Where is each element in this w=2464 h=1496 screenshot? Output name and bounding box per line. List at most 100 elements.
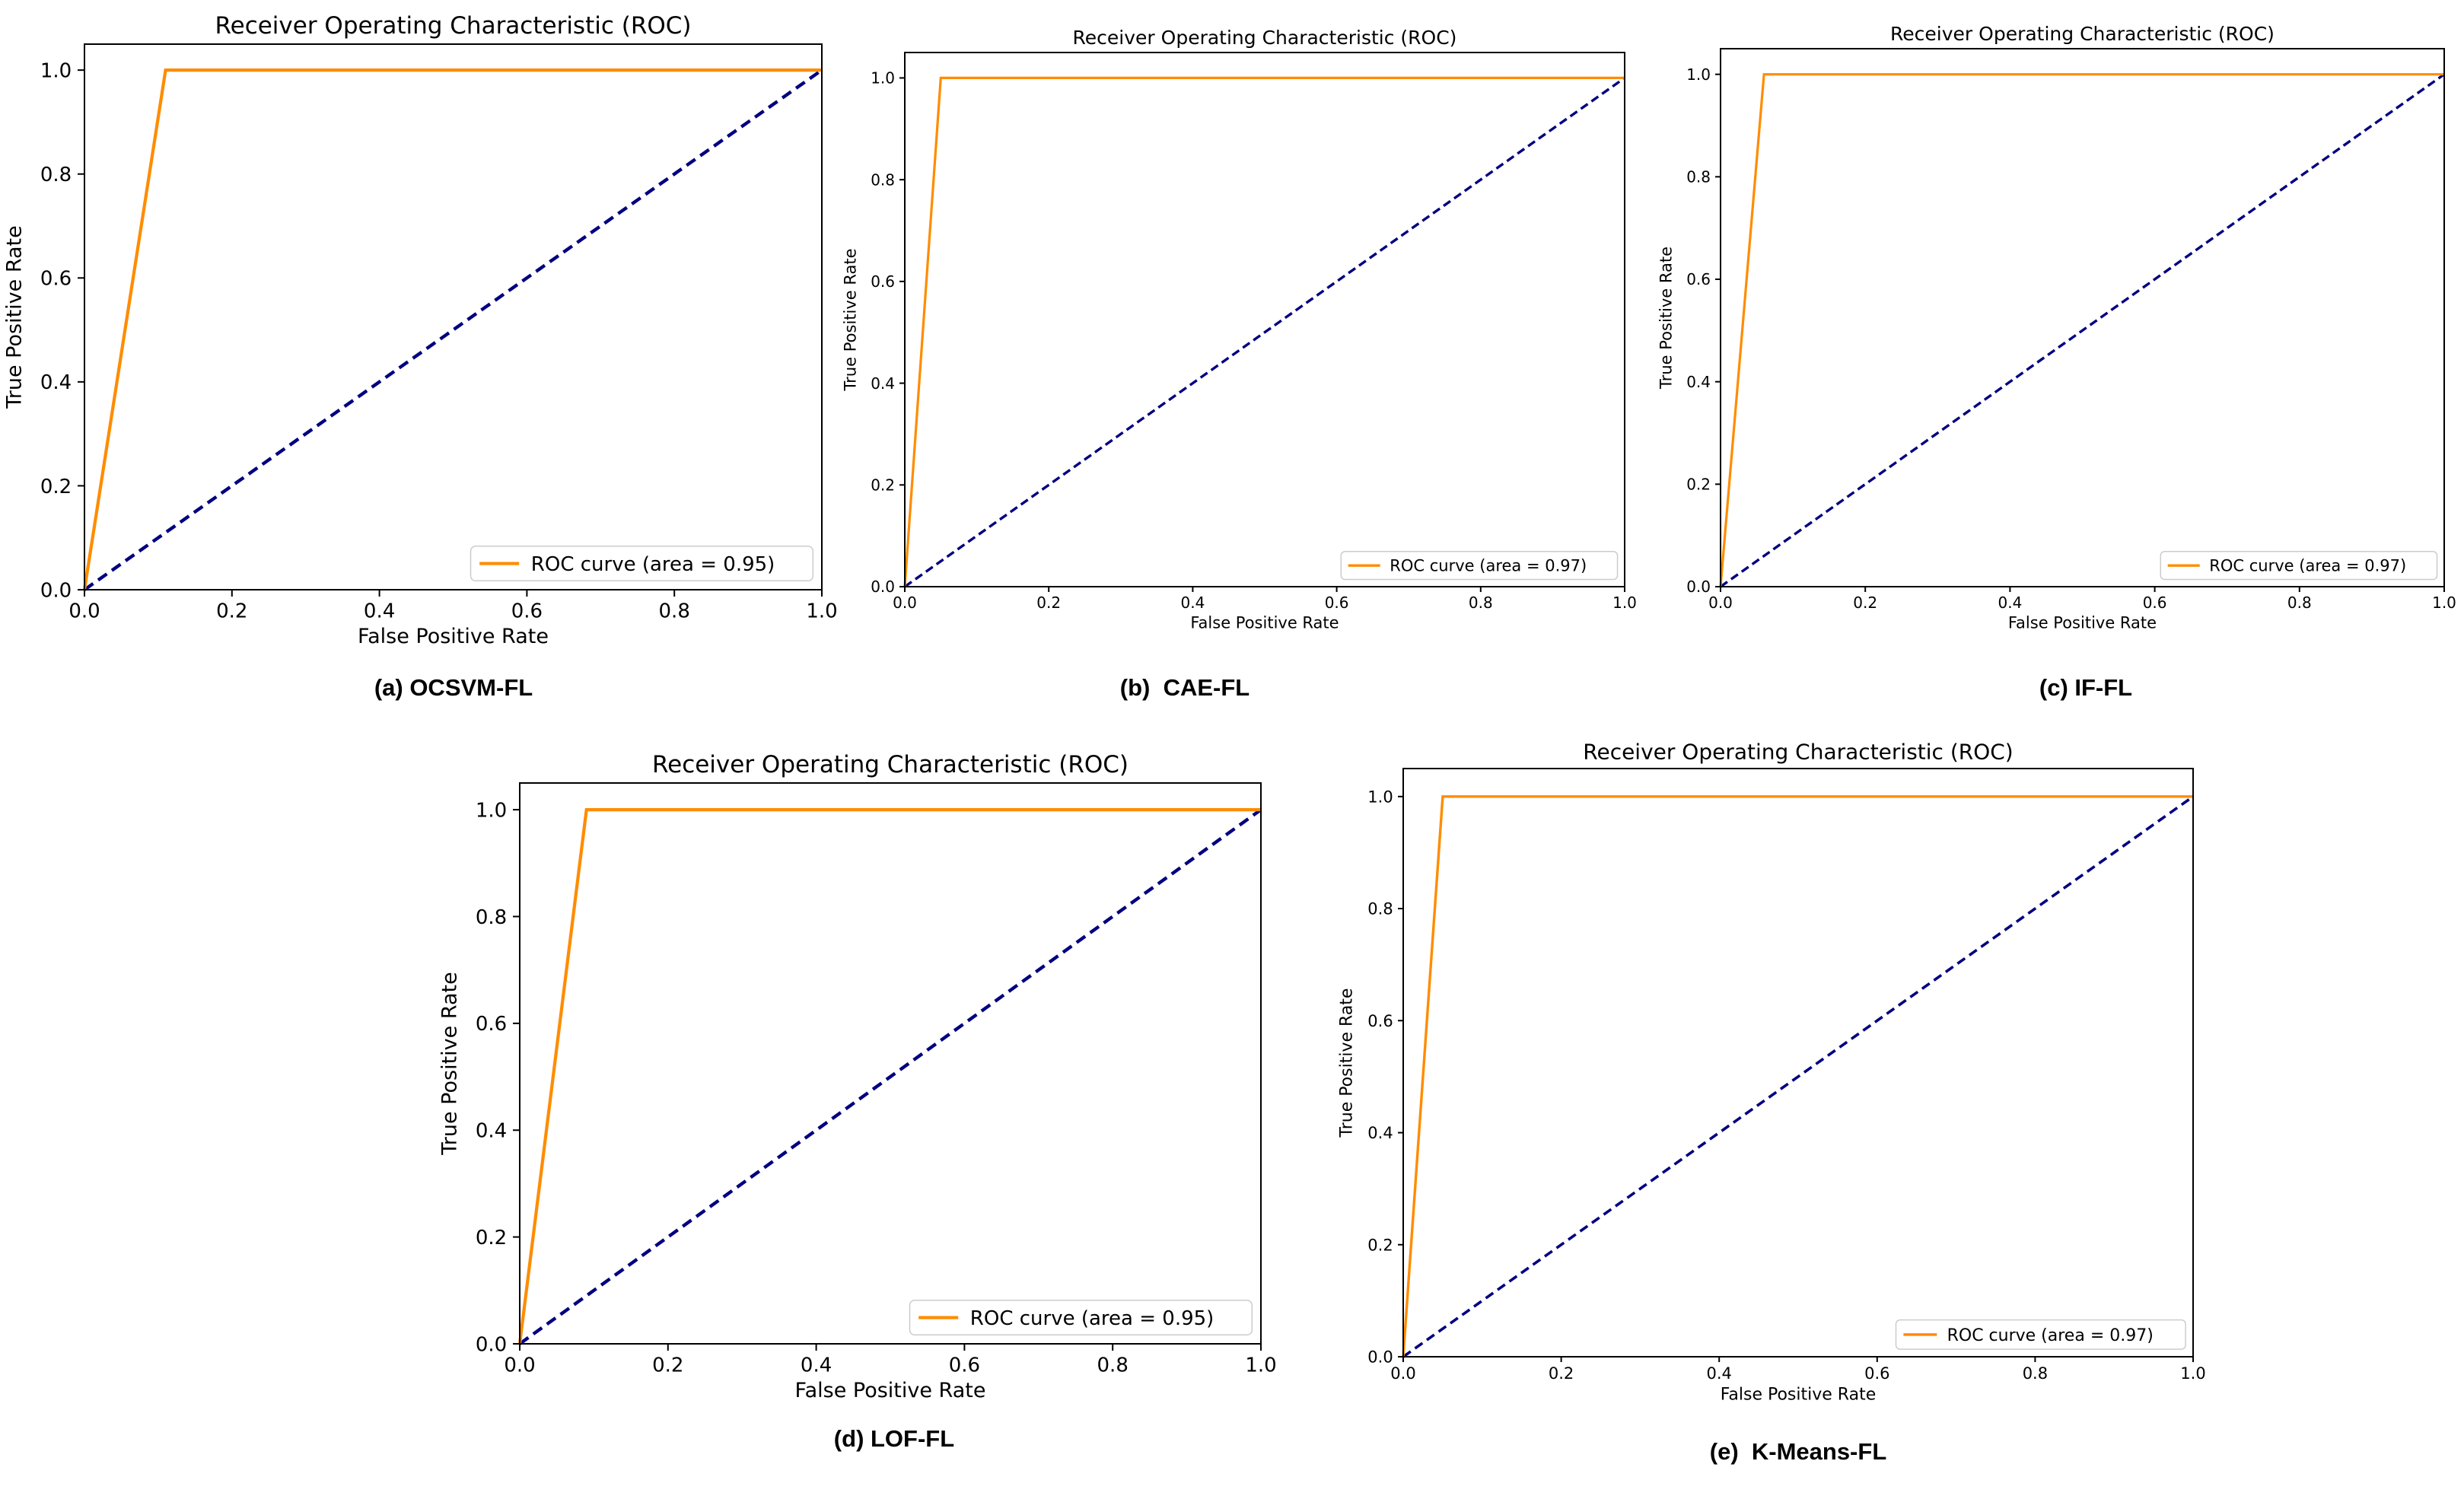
chart-title: Receiver Operating Characteristic (ROC) (1890, 23, 2275, 45)
y-axis-label: True Positive Rate (1338, 988, 1357, 1138)
x-tick-label: 0.0 (1390, 1364, 1415, 1383)
legend: ROC curve (area = 0.97) (2160, 551, 2438, 581)
y-tick-label: 0.0 (1367, 1348, 1393, 1367)
x-axis-label: False Positive Rate (358, 625, 549, 648)
x-tick-label: 0.4 (1180, 594, 1205, 612)
legend-label: ROC curve (area = 0.97) (1390, 557, 1587, 575)
x-axis-label: False Positive Rate (1190, 613, 1339, 632)
x-tick-label: 0.0 (68, 600, 100, 622)
x-axis-label: False Positive Rate (795, 1379, 986, 1402)
y-axis-label: True Positive Rate (2, 225, 26, 409)
y-tick-label: 0.6 (871, 272, 895, 291)
y-tick-label: 1.0 (40, 60, 72, 83)
x-tick-label: 0.2 (216, 600, 247, 622)
subfigure-caption: (d) LOF-FL (833, 1424, 955, 1452)
axes-frame (1720, 48, 2445, 587)
y-tick-label: 1.0 (476, 799, 507, 822)
chance-diagonal-line (1720, 73, 2445, 588)
y-tick-label: 0.0 (40, 579, 72, 602)
x-tick-label: 0.0 (1708, 594, 1733, 612)
x-tick-label: 0.8 (1469, 594, 1493, 612)
y-tick-label: 0.4 (871, 374, 895, 393)
roc-chart-4: 0.0 0.2 0.4 0.6 0.8 1.0 0.0 0.2 0.4 0.6 0.8 1.0 Rece… (438, 751, 1276, 1402)
y-tick-label: 0.8 (40, 164, 72, 186)
y-tick-label: 0.2 (40, 476, 72, 498)
roc-curve-line (903, 76, 1625, 587)
axes-frame (84, 43, 823, 590)
subfigure-caption: (a) OCSVM-FL (374, 673, 533, 701)
y-axis-label: True Positive Rate (841, 248, 859, 391)
x-tick-label: 0.4 (1998, 594, 2022, 612)
legend-label: ROC curve (area = 0.97) (1947, 1326, 2154, 1345)
y-tick-label: 0.2 (1686, 476, 1711, 494)
x-axis-label: False Positive Rate (1721, 1386, 1876, 1405)
x-tick-label: 1.0 (1612, 594, 1637, 612)
x-tick-label: 1.0 (806, 600, 837, 622)
y-tick-label: 0.4 (40, 371, 72, 394)
axes-frame (904, 52, 1625, 587)
x-tick-label: 0.8 (2023, 1364, 2048, 1383)
y-tick-label: 0.8 (476, 906, 507, 929)
legend-label: ROC curve (area = 0.95) (970, 1307, 1214, 1330)
x-tick-label: 0.8 (1097, 1354, 1129, 1377)
x-tick-label: 0.4 (1706, 1364, 1731, 1383)
y-tick-label: 0.2 (1367, 1236, 1393, 1254)
y-tick-label: 0.0 (476, 1333, 507, 1356)
x-tick-label: 0.2 (652, 1354, 683, 1377)
roc-chart-1: 0.0 0.2 0.4 0.6 0.8 1.0 0.0 0.2 0.4 0.6 0.8 1.0 Rece… (2, 12, 837, 648)
x-tick-label: 1.0 (2432, 594, 2456, 612)
x-axis-label: False Positive Rate (2008, 613, 2157, 632)
y-tick-label: 0.8 (871, 170, 895, 189)
x-tick-label: 0.6 (949, 1354, 980, 1377)
y-tick-label: 0.6 (1367, 1012, 1393, 1030)
roc-curve-line (1402, 795, 2193, 1358)
axes-frame (1402, 768, 2194, 1358)
y-axis-label: True Positive Rate (1657, 247, 1675, 390)
roc-curve-line (517, 807, 1261, 1345)
y-tick-label: 0.4 (476, 1120, 507, 1143)
subfigure-caption: (c) IF-FL (2039, 673, 2133, 701)
x-tick-label: 0.2 (1853, 594, 1877, 612)
chance-diagonal-line (518, 808, 1262, 1345)
x-tick-label: 0.4 (364, 600, 395, 622)
legend-frame (909, 1300, 1253, 1336)
subfigure-caption: (b) CAE-FL (1119, 673, 1250, 701)
x-tick-label: 0.8 (2287, 594, 2312, 612)
y-tick-label: 0.8 (1686, 168, 1711, 186)
chart-title: Receiver Operating Characteristic (ROC) (1073, 27, 1457, 49)
roc-curve-line (1719, 73, 2444, 587)
y-tick-label: 0.6 (476, 1013, 507, 1036)
x-tick-label: 0.8 (659, 600, 690, 622)
legend: ROC curve (area = 0.97) (1340, 551, 1619, 581)
chance-diagonal-line (1402, 795, 2195, 1358)
legend: ROC curve (area = 0.95) (909, 1300, 1253, 1336)
y-tick-label: 0.2 (871, 476, 895, 494)
legend-label: ROC curve (area = 0.97) (2209, 557, 2406, 575)
y-tick-label: 0.6 (1686, 270, 1711, 288)
legend-label: ROC curve (area = 0.95) (531, 553, 775, 576)
roc-chart-2: 0.0 0.2 0.4 0.6 0.8 1.0 0.0 0.2 0.4 0.6 0.8 1.0 Rece… (841, 27, 1637, 632)
chart-title: Receiver Operating Characteristic (ROC) (1583, 739, 2013, 764)
y-tick-label: 0.4 (1686, 373, 1711, 391)
y-tick-label: 1.0 (1367, 788, 1393, 806)
y-tick-label: 0.8 (1367, 900, 1393, 918)
x-tick-label: 0.0 (504, 1354, 535, 1377)
x-tick-label: 0.6 (1325, 594, 1349, 612)
x-tick-label: 1.0 (2180, 1364, 2205, 1383)
y-tick-label: 0.0 (871, 578, 895, 596)
roc-chart-3: 0.0 0.2 0.4 0.6 0.8 1.0 0.0 0.2 0.4 0.6 0.8 1.0 Rece… (1657, 23, 2456, 632)
x-tick-label: 0.0 (893, 594, 917, 612)
x-tick-label: 0.2 (1549, 1364, 1574, 1383)
y-tick-label: 1.0 (871, 69, 895, 88)
legend-frame (470, 546, 814, 582)
y-tick-label: 0.6 (40, 268, 72, 291)
y-axis-label: True Positive Rate (438, 972, 461, 1156)
chance-diagonal-line (904, 77, 1625, 588)
y-tick-label: 0.4 (1367, 1124, 1393, 1142)
roc-chart-5: 0.0 0.2 0.4 0.6 0.8 1.0 0.0 0.2 0.4 0.6 0.8 1.0 Rece… (1338, 739, 2206, 1404)
y-tick-label: 0.2 (476, 1227, 507, 1249)
x-tick-label: 0.6 (1864, 1364, 1889, 1383)
roc-curve-line (82, 68, 822, 590)
y-tick-label: 0.0 (1686, 578, 1711, 596)
